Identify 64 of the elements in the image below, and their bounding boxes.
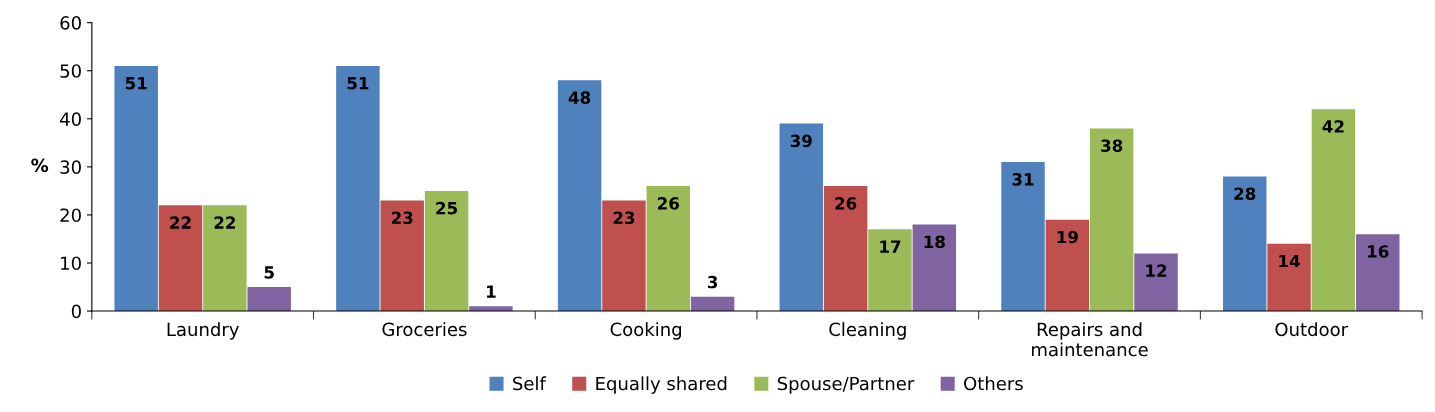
bar [1089,128,1134,312]
y-axis-title: % [31,158,49,173]
bar [1267,243,1311,312]
data-label: 19 [1057,230,1078,244]
bar [557,80,602,312]
bar [912,224,957,312]
data-label: 23 [613,211,635,225]
data-label: 26 [658,197,679,210]
data-label: 23 [391,211,413,225]
bar [336,65,380,312]
bar [602,200,646,312]
data-label: 5 [264,266,274,279]
x-tick-label: Cooking [610,322,682,340]
bar [1222,176,1267,312]
bar [158,205,203,312]
data-label: 28 [1234,187,1256,201]
bar [1045,219,1090,312]
bar [1311,109,1356,312]
data-label: 26 [835,197,857,210]
data-label: 17 [880,240,901,253]
data-label: 39 [790,134,812,148]
y-tick-label: 60 [60,16,81,30]
data-label: 22 [170,216,191,229]
data-label: 3 [707,275,718,289]
data-label: 22 [214,216,236,229]
legend-label: Equally shared [596,376,727,394]
bar [424,190,469,312]
data-label: 18 [924,235,945,249]
x-tick-label: Groceries [382,322,467,337]
bar [823,186,868,312]
data-label: 1 [487,285,496,298]
bar [114,65,158,312]
data-label: 51 [347,77,369,90]
data-label: 25 [436,201,457,215]
data-label: 42 [1322,120,1344,133]
legend-label: Spouse/Partner [777,376,915,394]
bar [1356,234,1400,312]
bar [868,229,912,312]
y-tick-label: 10 [61,256,81,271]
bar [203,205,247,312]
data-label: 51 [125,77,147,90]
bar [1001,162,1045,312]
data-label: 16 [1368,245,1389,258]
bar [779,123,824,312]
x-tick-label: Repairs and maintenance [1032,322,1148,357]
bar [1134,253,1178,312]
y-tick-label: 40 [60,112,81,126]
bar [247,287,291,312]
bar [646,186,691,312]
data-label: 48 [568,91,591,104]
y-tick-label: 20 [60,208,81,223]
legend-label: Others [964,376,1023,391]
data-label: 14 [1279,254,1300,268]
bar [380,200,424,312]
x-tick-label: Cleaning [829,322,906,340]
data-label: 12 [1146,264,1167,277]
data-label: 38 [1101,139,1123,152]
x-tick-label: Outdoor [1275,322,1349,337]
y-tick-label: 30 [60,160,81,174]
y-tick-label: 0 [71,304,81,319]
x-tick-label: Laundry [167,322,239,340]
legend-label: Self [513,376,547,391]
y-tick-label: 50 [60,64,81,78]
data-label: 31 [1012,173,1034,186]
